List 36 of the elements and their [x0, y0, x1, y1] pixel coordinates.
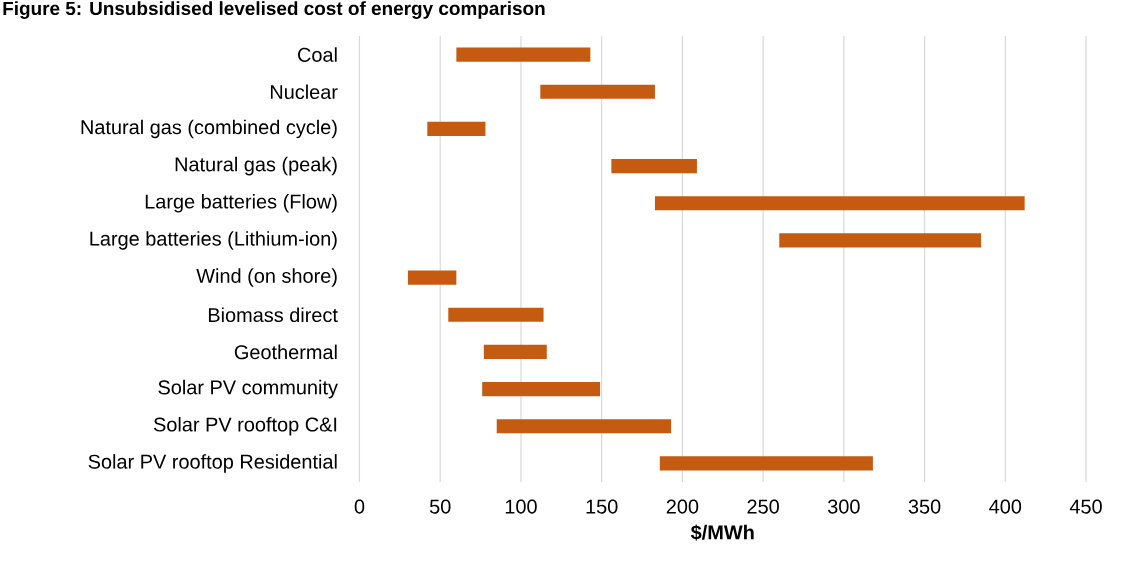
- y-tick-label: Geothermal: [234, 344, 337, 360]
- x-tick-label: 150: [586, 499, 618, 514]
- x-tick-label: 0: [354, 499, 365, 514]
- bar: [407, 270, 457, 285]
- y-tick-label: Solar PV community: [158, 379, 338, 399]
- x-tick-label: 50: [429, 499, 451, 514]
- bar: [659, 456, 873, 471]
- y-tick-label: Wind (on shore): [196, 268, 337, 287]
- x-axis-title: $/MWh: [690, 524, 754, 541]
- bar: [427, 121, 486, 136]
- x-tick-label: 400: [989, 499, 1022, 514]
- y-tick-label: Natural gas (peak): [175, 156, 337, 176]
- bar: [611, 159, 697, 174]
- x-tick-label: 250: [747, 499, 779, 514]
- bar: [779, 233, 982, 248]
- y-tick-label: Large batteries (Flow): [145, 193, 337, 213]
- y-tick-label: Natural gas (combined cycle): [81, 119, 337, 139]
- bar: [448, 307, 544, 322]
- y-tick-label: Solar PV rooftop Residential: [88, 454, 337, 473]
- y-tick-label: Biomass direct: [208, 307, 338, 323]
- bar: [456, 47, 591, 62]
- y-tick-label: Large batteries (Lithium-ion): [90, 231, 337, 250]
- y-tick-label: Nuclear: [270, 84, 338, 100]
- x-tick-label: 450: [1069, 499, 1102, 514]
- x-tick-label: 100: [505, 499, 537, 514]
- bar: [483, 344, 547, 359]
- x-tick-label: 200: [666, 499, 699, 514]
- y-tick-label: Solar PV rooftop C&I: [153, 416, 337, 436]
- bar: [482, 382, 601, 397]
- x-tick-label: 300: [827, 499, 860, 514]
- chart-title: Figure 5: Unsubsidised levelised cost of energy comparison: [3, 1, 545, 19]
- bar: [540, 84, 655, 99]
- y-tick-label: Coal: [298, 47, 337, 62]
- bar: [496, 419, 672, 434]
- bar: [654, 196, 1025, 211]
- x-tick-label: 350: [908, 499, 941, 514]
